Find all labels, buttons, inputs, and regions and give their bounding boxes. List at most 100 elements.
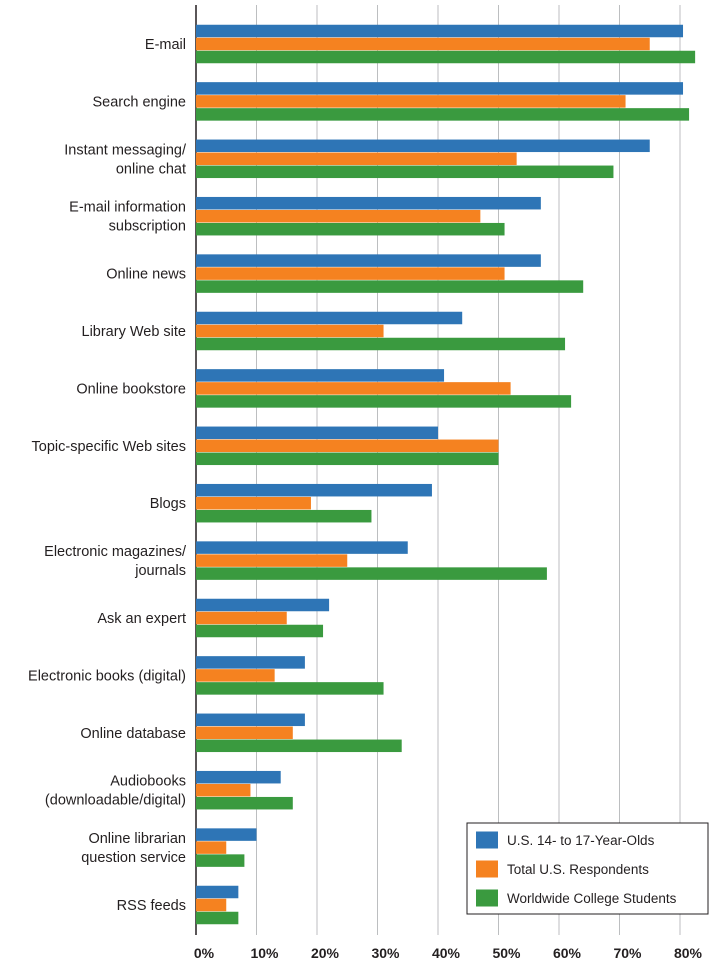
bar: [196, 82, 684, 95]
bar: [196, 624, 324, 638]
category-label-line: Topic-specific Web sites: [32, 439, 186, 455]
bar: [196, 95, 626, 108]
bar: [196, 739, 402, 753]
bar: [196, 567, 547, 580]
category-label: Online database: [80, 726, 186, 742]
bar: [196, 509, 372, 523]
bar: [196, 828, 257, 841]
bar: [196, 669, 275, 682]
x-tick-label: 30%: [371, 945, 400, 961]
category-label: Library Web site: [82, 324, 187, 340]
bar: [196, 209, 481, 223]
bar: [196, 50, 696, 64]
x-tick-label: 40%: [432, 945, 461, 961]
category-label-line: Online librarian: [88, 831, 186, 847]
bar: [196, 165, 614, 179]
bar: [196, 426, 438, 440]
category-label: E-mail: [145, 37, 186, 53]
bar: [196, 280, 584, 293]
bar: [196, 682, 384, 695]
x-tick-label: 0%: [194, 945, 215, 961]
legend-swatch: [476, 860, 498, 878]
category-label-line: Search engine: [92, 94, 186, 110]
category-label-line: Blogs: [150, 496, 186, 512]
category-label-line: E-mail information: [69, 200, 186, 216]
bar: [196, 898, 227, 912]
category-label-line: Library Web site: [82, 324, 187, 340]
bar: [196, 337, 566, 351]
category-label-line: journals: [134, 563, 186, 579]
x-tick-label: 10%: [250, 945, 279, 961]
legend-label: Total U.S. Respondents: [507, 862, 649, 877]
category-label: E-mail information subscription: [69, 200, 186, 235]
x-tick-label: 50%: [492, 945, 521, 961]
category-label: Electronic magazines/journals: [44, 544, 187, 579]
bar: [196, 37, 650, 51]
category-label-line: subscription: [109, 219, 186, 235]
bar: [196, 483, 432, 497]
category-label: Online librarian question service: [81, 831, 186, 866]
category-label: Instant messaging/online chat: [64, 142, 187, 177]
category-label-line: Audiobooks: [110, 774, 186, 790]
bar: [196, 656, 305, 669]
category-label: Online bookstore: [76, 381, 186, 397]
category-label-line: Instant messaging/: [64, 142, 187, 158]
bar: [196, 496, 311, 510]
bar: [196, 254, 541, 267]
category-label: Electronic books (digital): [28, 668, 186, 684]
bar: [196, 324, 384, 338]
category-label: Topic-specific Web sites: [32, 439, 186, 455]
bars: [196, 24, 696, 925]
bar: [196, 139, 650, 153]
bar: [196, 395, 572, 408]
bar: [196, 885, 239, 899]
x-tick-label: 80%: [674, 945, 703, 961]
bar: [196, 439, 499, 453]
x-tick-label: 70%: [613, 945, 642, 961]
bar: [196, 611, 287, 625]
bar: [196, 311, 463, 325]
x-tick-label: 20%: [311, 945, 340, 961]
category-label: Ask an expert: [97, 611, 186, 627]
bar: [196, 770, 281, 784]
category-label-line: Electronic magazines/: [44, 544, 187, 560]
bar: [196, 267, 505, 280]
bar: [196, 452, 499, 466]
category-label-line: E-mail: [145, 37, 186, 53]
bar: [196, 382, 511, 395]
category-label-line: Ask an expert: [97, 611, 186, 627]
category-label: RSS feeds: [117, 898, 186, 914]
bar: [196, 196, 541, 210]
category-label-line: Electronic books (digital): [28, 668, 186, 684]
category-label-line: online chat: [116, 161, 186, 177]
bar: [196, 554, 348, 567]
legend-label: Worldwide College Students: [507, 891, 677, 906]
bar: [196, 541, 408, 554]
category-label: Search engine: [92, 94, 186, 110]
bar: [196, 796, 293, 810]
bar: [196, 726, 293, 740]
bar: [196, 841, 227, 854]
bar: [196, 24, 684, 38]
category-label: Blogs: [150, 496, 186, 512]
legend: U.S. 14- to 17-Year-Olds Total U.S. Respo…: [466, 822, 709, 915]
bar: [196, 854, 245, 867]
category-label-line: question service: [81, 850, 186, 866]
category-label-line: Online database: [80, 726, 186, 742]
legend-swatch: [476, 889, 498, 907]
category-labels: E-mail Search engine Instant messaging/onl…: [28, 37, 187, 914]
x-axis-ticks: 0% 10% 20% 30% 40% 50% 60% 70% 80%: [194, 945, 703, 961]
bar: [196, 783, 251, 797]
category-label-line: Online news: [106, 267, 186, 283]
category-label: Audiobooks (downloadable/digital): [45, 774, 186, 809]
bar: [196, 222, 505, 236]
bar: [196, 152, 517, 166]
category-label-line: (downloadable/digital): [45, 793, 186, 809]
legend-box: [466, 822, 709, 915]
category-label: Online news: [106, 267, 186, 283]
bar: [196, 369, 445, 382]
bar: [196, 713, 305, 727]
bar: [196, 911, 239, 925]
category-label-line: RSS feeds: [117, 898, 186, 914]
